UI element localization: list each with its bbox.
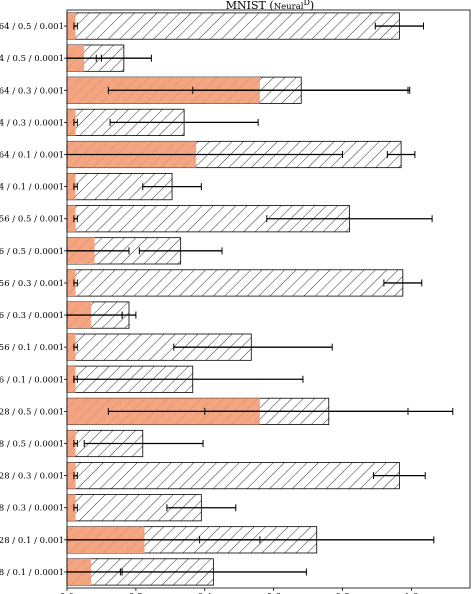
orange-bar	[67, 173, 76, 200]
chart-title: MNIST (NeuralD)	[226, 0, 314, 12]
y-tick-label: 64 / 0.5 / 0.0001	[0, 54, 64, 64]
y-tick-label: 256 / 0.1 / 0.001	[0, 343, 64, 353]
orange-bar	[67, 430, 76, 457]
y-tick-labels: 64 / 0.5 / 0.001 64 / 0.5 / 0.0001 64 / 0.…	[0, 22, 67, 578]
y-tick-label: 256 / 0.1 / 0.0001	[0, 375, 64, 385]
hatched-bar	[66, 12, 400, 40]
orange-bar	[67, 366, 76, 393]
orange-bar	[67, 269, 76, 297]
plot-frame	[66, 9, 471, 589]
y-tick-label: 64 / 0.1 / 0.0001	[0, 183, 64, 193]
orange-bar	[67, 12, 76, 40]
orange-bar	[67, 109, 76, 136]
chart-title-close: )	[310, 0, 314, 12]
chart-title-main: MNIST (	[226, 0, 274, 12]
x-axis-ticks: 0.00.20.40.60.81.0	[60, 588, 419, 594]
y-tick-label: 256 / 0.3 / 0.001	[0, 279, 64, 289]
orange-bar	[67, 494, 76, 521]
bars-layer	[66, 12, 404, 586]
chart-title-superscript: D	[303, 0, 309, 7]
error-bars-layer	[66, 22, 454, 576]
orange-bar	[67, 462, 76, 489]
y-tick-label: 128 / 0.5 / 0.001	[0, 407, 64, 417]
y-tick-label: 128 / 0.1 / 0.001	[0, 536, 64, 546]
y-tick-label: 64 / 0.3 / 0.0001	[0, 118, 64, 128]
y-tick-label: 64 / 0.5 / 0.001	[0, 22, 64, 32]
y-tick-label: 256 / 0.3 / 0.0001	[0, 311, 64, 321]
y-tick-label: 64 / 0.1 / 0.001	[0, 151, 64, 161]
y-tick-label: 128 / 0.5 / 0.0001	[0, 440, 64, 450]
y-tick-label: 256 / 0.5 / 0.0001	[0, 247, 64, 257]
y-tick-label: 128 / 0.1 / 0.0001	[0, 568, 64, 578]
y-tick-label: 256 / 0.5 / 0.001	[0, 215, 64, 225]
y-tick-label: 128 / 0.3 / 0.001	[0, 472, 64, 482]
y-tick-label: 128 / 0.3 / 0.0001	[0, 504, 64, 514]
hatched-bar	[66, 462, 400, 490]
hatched-bar	[66, 269, 404, 297]
y-tick-label: 64 / 0.3 / 0.001	[0, 86, 64, 96]
chart-title-smallcaps: Neural	[274, 2, 304, 12]
orange-bar	[67, 334, 76, 361]
orange-bar	[67, 205, 76, 232]
